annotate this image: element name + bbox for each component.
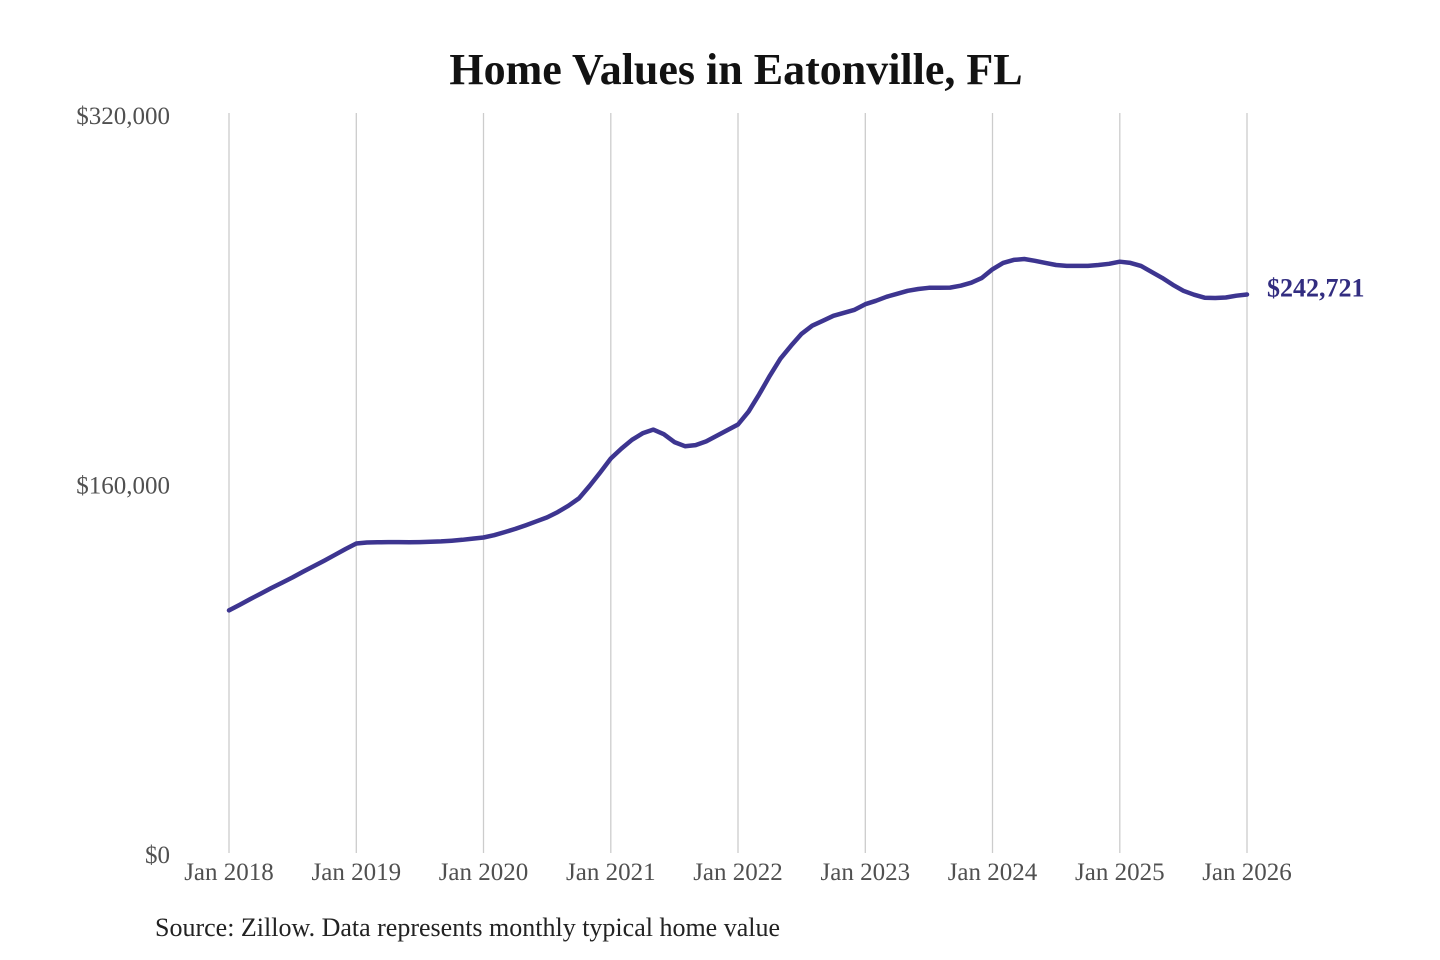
- x-tick-label: Jan 2023: [821, 859, 911, 886]
- latest-value-label: $242,721: [1267, 274, 1365, 303]
- y-tick-label: $320,000: [76, 103, 170, 130]
- x-tick-label: Jan 2018: [184, 859, 274, 886]
- y-tick-label: $0: [145, 842, 170, 869]
- home-value-series-line: [226, 256, 1250, 613]
- x-tick-label: Jan 2026: [1202, 859, 1292, 886]
- x-tick-label: Jan 2021: [566, 859, 656, 886]
- source-note: Source: Zillow. Data represents monthly …: [155, 913, 781, 942]
- chart-title: Home Values in Eatonville, FL: [449, 45, 1023, 94]
- x-tick-label: Jan 2019: [312, 859, 402, 886]
- x-tick-label: Jan 2022: [693, 859, 783, 886]
- x-tick-label: Jan 2020: [439, 859, 529, 886]
- x-tick-label: Jan 2024: [948, 859, 1038, 886]
- x-tick-label: Jan 2025: [1075, 859, 1165, 886]
- y-tick-label: $160,000: [76, 473, 170, 500]
